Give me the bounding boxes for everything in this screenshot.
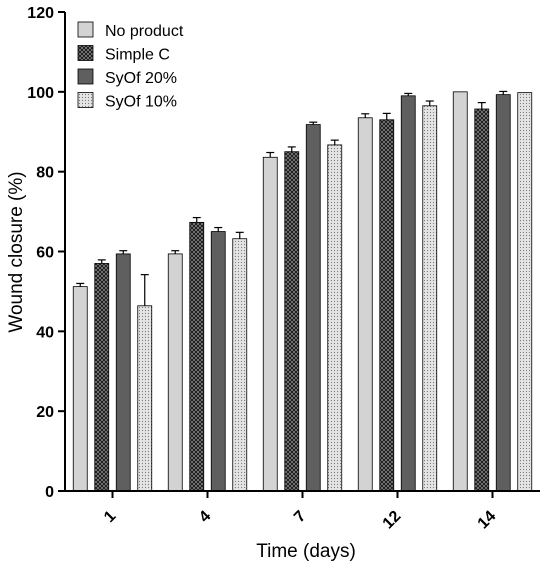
error-bar-no-product-day-4: [171, 250, 180, 254]
bar-simple-c-day-14: [474, 108, 490, 492]
error-bar-simple-c-day-14: [477, 102, 486, 109]
bar-syof-10-day-4: [232, 238, 248, 492]
x-tick-label-7: 7: [291, 508, 309, 526]
error-bar-syof-20-day-7: [309, 121, 318, 125]
bar-simple-c-day-7: [284, 151, 300, 492]
bar-syof-20-day-7: [305, 124, 321, 492]
y-axis-title: Wound closure (%): [6, 171, 27, 332]
legend-label-no-product: No product: [105, 23, 184, 40]
bar-no-product-day-1: [72, 286, 88, 492]
x-tick-label-1: 1: [101, 508, 119, 526]
y-tick-label-0: 0: [45, 484, 54, 501]
error-bar-no-product-day-1: [76, 282, 85, 287]
y-tick-label-100: 100: [27, 85, 54, 102]
x-axis-title: Time (days): [256, 541, 356, 562]
y-tick-label-120: 120: [27, 5, 54, 22]
bar-syof-10-day-1: [137, 305, 153, 492]
bar-syof-10-day-14: [517, 92, 533, 492]
legend-swatch-simple-c: [77, 45, 94, 61]
error-bar-syof-20-day-12: [404, 92, 413, 96]
plot-area: [72, 90, 533, 492]
error-bar-syof-10-day-4: [235, 231, 244, 239]
error-bar-syof-20-day-4: [214, 226, 223, 232]
error-bar-simple-c-day-4: [192, 216, 201, 223]
bar-no-product-day-12: [357, 117, 373, 492]
bar-no-product-day-7: [262, 156, 278, 492]
error-bar-simple-c-day-1: [97, 259, 106, 264]
legend-label-simple-c: Simple C: [105, 47, 170, 64]
legend-item-no-product: No product: [77, 21, 184, 40]
error-bar-no-product-day-7: [266, 151, 275, 158]
error-bar-syof-20-day-1: [119, 250, 128, 254]
legend-item-syof-20: SyOf 20%: [77, 68, 177, 87]
legend-swatch-syof-20: [77, 68, 94, 85]
legend: No product Simple C SyOf 20% SyOf 10%: [77, 21, 184, 111]
legend-item-syof-10: SyOf 10%: [77, 92, 177, 111]
legend-item-simple-c: Simple C: [77, 45, 170, 64]
error-bar-no-product-day-12: [361, 113, 370, 118]
legend-label-syof-20: SyOf 20%: [105, 70, 177, 87]
bar-syof-20-day-14: [495, 94, 511, 492]
bar-syof-10-day-7: [327, 144, 343, 492]
error-bar-syof-10-day-12: [425, 100, 434, 106]
x-axis: 1 4 7 12 14: [65, 490, 540, 533]
error-bar-simple-c-day-7: [287, 146, 296, 152]
bar-syof-20-day-12: [400, 95, 416, 492]
bar-syof-10-day-12: [422, 105, 438, 492]
y-axis: 0 20 40 60 80 100 120: [27, 5, 66, 501]
error-bar-syof-10-day-7: [330, 139, 339, 145]
legend-swatch-no-product: [77, 21, 94, 38]
error-bar-syof-10-day-1: [140, 274, 149, 306]
bar-no-product-day-14: [452, 91, 468, 492]
legend-swatch-syof-10: [77, 92, 94, 108]
y-tick-label-40: 40: [36, 324, 54, 341]
bar-simple-c-day-12: [379, 119, 395, 492]
x-tick-label-4: 4: [196, 508, 214, 526]
y-tick-label-80: 80: [36, 165, 54, 182]
bar-no-product-day-4: [167, 253, 183, 492]
x-tick-label-14: 14: [475, 508, 500, 533]
y-tick-label-60: 60: [36, 245, 54, 262]
x-tick-label-12: 12: [380, 508, 405, 533]
legend-label-syof-10: SyOf 10%: [105, 94, 177, 111]
bar-simple-c-day-1: [94, 263, 110, 492]
bar-syof-20-day-1: [115, 253, 131, 492]
y-tick-label-20: 20: [36, 404, 54, 421]
bar-simple-c-day-4: [189, 221, 205, 492]
error-bar-syof-20-day-14: [499, 90, 508, 95]
bar-syof-20-day-4: [210, 231, 226, 492]
error-bar-simple-c-day-12: [382, 112, 391, 120]
